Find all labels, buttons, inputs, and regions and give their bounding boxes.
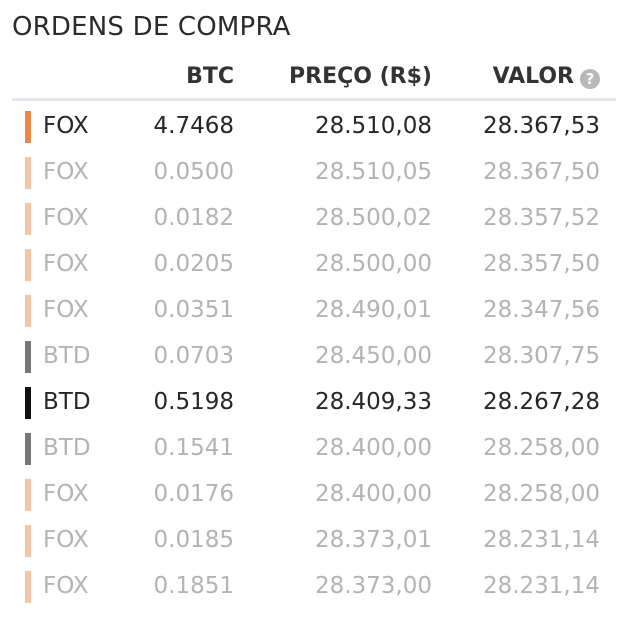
total-value: 28.258,00 — [482, 435, 600, 461]
orders-list: FOX 4.7468 28.510,08 28.367,53 FOX 0.0500 28.5… — [12, 103, 616, 609]
order-row[interactable]: BTD 0.1541 28.400,00 28.258,00 — [12, 425, 616, 471]
total-value: 28.357,52 — [482, 205, 600, 231]
price-value: 28.510,05 — [314, 159, 432, 185]
exchange-color-bar — [25, 157, 31, 189]
exchange-color-bar — [25, 111, 31, 143]
column-header-price: PREÇO (R$) — [289, 64, 432, 89]
btc-amount: 0.0351 — [153, 297, 234, 323]
total-value: 28.347,56 — [482, 297, 600, 323]
exchange-name: FOX — [43, 527, 89, 553]
price-value: 28.409,33 — [314, 389, 432, 415]
btc-amount: 0.0500 — [153, 159, 234, 185]
order-row[interactable]: FOX 0.1851 28.373,00 28.231,14 — [12, 563, 616, 609]
total-value: 28.357,50 — [482, 251, 600, 277]
price-value: 28.500,02 — [314, 205, 432, 231]
btc-amount: 0.1851 — [153, 573, 234, 599]
order-row[interactable]: BTD 0.5198 28.409,33 28.267,28 — [12, 379, 616, 425]
exchange-color-bar — [25, 525, 31, 557]
total-value: 28.367,53 — [482, 113, 600, 139]
total-value: 28.231,14 — [482, 573, 600, 599]
total-value: 28.307,75 — [482, 343, 600, 369]
exchange-name: FOX — [43, 573, 89, 599]
total-value: 28.258,00 — [482, 481, 600, 507]
order-row[interactable]: FOX 4.7468 28.510,08 28.367,53 — [12, 103, 616, 149]
exchange-color-bar — [25, 433, 31, 465]
price-value: 28.500,00 — [314, 251, 432, 277]
order-row[interactable]: FOX 0.0185 28.373,01 28.231,14 — [12, 517, 616, 563]
order-row[interactable]: FOX 0.0351 28.490,01 28.347,56 — [12, 287, 616, 333]
table-header: BTC PREÇO (R$) VALOR ? — [12, 58, 616, 101]
exchange-color-bar — [25, 341, 31, 373]
column-header-btc: BTC — [186, 64, 234, 89]
column-header-valor: VALOR — [492, 64, 574, 89]
total-value: 28.367,50 — [482, 159, 600, 185]
price-value: 28.490,01 — [314, 297, 432, 323]
exchange-name: FOX — [43, 481, 89, 507]
total-value: 28.267,28 — [482, 389, 600, 415]
btc-amount: 0.1541 — [153, 435, 234, 461]
btc-amount: 0.5198 — [153, 389, 234, 415]
order-row[interactable]: FOX 0.0182 28.500,02 28.357,52 — [12, 195, 616, 241]
btc-amount: 4.7468 — [153, 113, 234, 139]
exchange-name: FOX — [43, 205, 89, 231]
exchange-name: FOX — [43, 113, 89, 139]
price-value: 28.510,08 — [314, 113, 432, 139]
exchange-name: FOX — [43, 297, 89, 323]
exchange-color-bar — [25, 387, 31, 419]
exchange-name: BTD — [43, 435, 91, 461]
btc-amount: 0.0205 — [153, 251, 234, 277]
order-row[interactable]: BTD 0.0703 28.450,00 28.307,75 — [12, 333, 616, 379]
btc-amount: 0.0703 — [153, 343, 234, 369]
price-value: 28.400,00 — [314, 481, 432, 507]
exchange-name: BTD — [43, 389, 91, 415]
btc-amount: 0.0182 — [153, 205, 234, 231]
exchange-color-bar — [25, 295, 31, 327]
order-row[interactable]: FOX 0.0205 28.500,00 28.357,50 — [12, 241, 616, 287]
exchange-name: BTD — [43, 343, 91, 369]
total-value: 28.231,14 — [482, 527, 600, 553]
btc-amount: 0.0176 — [153, 481, 234, 507]
exchange-name: FOX — [43, 251, 89, 277]
price-value: 28.450,00 — [314, 343, 432, 369]
exchange-color-bar — [25, 203, 31, 235]
order-row[interactable]: FOX 0.0500 28.510,05 28.367,50 — [12, 149, 616, 195]
order-row[interactable]: FOX 0.0176 28.400,00 28.258,00 — [12, 471, 616, 517]
btc-amount: 0.0185 — [153, 527, 234, 553]
exchange-name: FOX — [43, 159, 89, 185]
exchange-color-bar — [25, 571, 31, 603]
price-value: 28.373,01 — [314, 527, 432, 553]
exchange-color-bar — [25, 479, 31, 511]
exchange-color-bar — [25, 249, 31, 281]
info-icon[interactable]: ? — [580, 69, 600, 89]
panel-title: ORDENS DE COMPRA — [12, 12, 291, 42]
price-value: 28.400,00 — [314, 435, 432, 461]
price-value: 28.373,00 — [314, 573, 432, 599]
